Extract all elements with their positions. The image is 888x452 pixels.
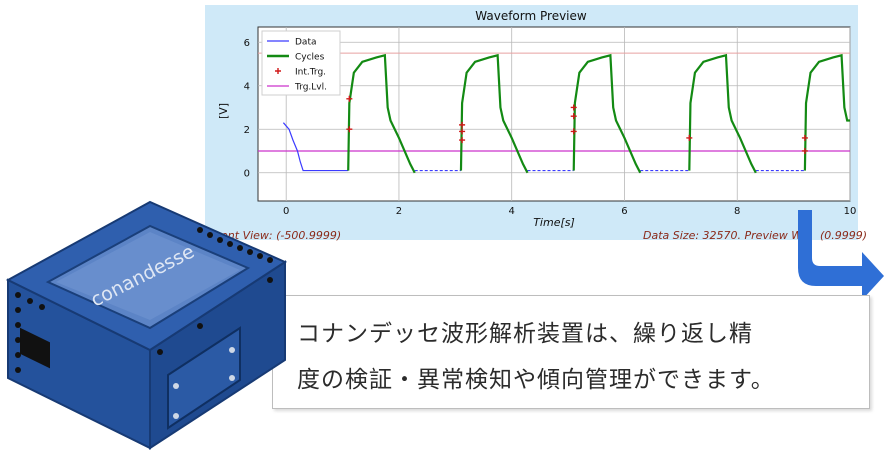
device-screw-holes-left [15,292,45,373]
chart-title: Waveform Preview [475,9,587,23]
description-line-2: 度の検証・異常検知や傾向管理ができます。 [297,367,775,393]
x-axis-label: Time[s] [533,216,575,229]
chart-legend: Data Cycles Int.Trg. Trg.Lvl. [261,30,341,96]
y-axis-label: [V] [217,103,230,119]
x-tick-label: 4 [509,206,515,217]
current-view-status: urrent View: (-500.9999) [205,229,342,242]
x-tick-label: 0 [283,206,289,217]
cycle-series-line [347,53,416,174]
legend-label: Cycles [295,53,325,63]
trigger-marker [570,104,577,111]
legend-label: Data [295,38,317,48]
device-connector [20,327,50,369]
cycle-series-line [459,53,529,174]
plot-grid [258,27,851,201]
series-layer [258,52,850,174]
y-tick-label: 6 [244,38,250,49]
trigger-marker [346,126,353,133]
trigger-marker [346,95,353,102]
trigger-marker [570,113,577,120]
y-tick-label: 0 [244,169,250,180]
data-series-line [282,122,349,172]
device-top-highlight [56,232,240,320]
plate-screw [173,383,179,389]
trigger-marker [686,134,693,141]
device-illustration: conandesse [5,200,288,450]
y-tick-label: 4 [244,82,250,93]
plot-area [257,26,851,202]
legend-label: Int.Trg. [295,68,326,78]
trigger-marker [459,121,466,128]
plate-screw [229,347,235,353]
trigger-marker [459,128,466,135]
x-tick-label: 10 [844,206,857,217]
cycle-series-line [688,53,757,174]
legend-box [261,30,341,96]
y-tick-label: 2 [244,125,250,136]
x-tick-label: 6 [621,206,627,217]
cycle-series-line [803,53,850,171]
legend-label: Trg.Lvl. [294,83,327,93]
trigger-marker [801,147,808,154]
device-side-plate [167,326,241,430]
preview-window-status: (0.9999) [820,229,868,242]
x-tick-label: 8 [734,206,740,217]
description-callout: コナンデッセ波形解析装置は、繰り返し精 度の検証・異常検知や傾向管理ができます。 [272,295,870,409]
waveform-preview-panel: Waveform Preview 0 2 4 6 8 10 0 2 4 6 Time[s] [V]… [205,5,867,242]
data-size-status: Data Size: 32570. Preview Win [643,229,813,242]
plate-screw [229,375,235,381]
flow-arrow-icon [798,210,884,300]
waveform-chart: Waveform Preview 0 2 4 6 8 10 0 2 4 6 Time[s] [V]… [217,9,857,229]
trigger-marker [570,128,577,135]
trigger-marker [801,134,808,141]
axis-ticks: 0 2 4 6 8 10 0 2 4 6 [244,38,857,217]
device-screw-holes-right [157,227,273,355]
cycle-series-line [572,53,642,174]
plate-screw [173,413,179,419]
x-tick-label: 2 [396,206,402,217]
legend-swatch [275,68,281,74]
trigger-marker [459,137,466,144]
description-line-1: コナンデッセ波形解析装置は、繰り返し精 [297,321,753,347]
